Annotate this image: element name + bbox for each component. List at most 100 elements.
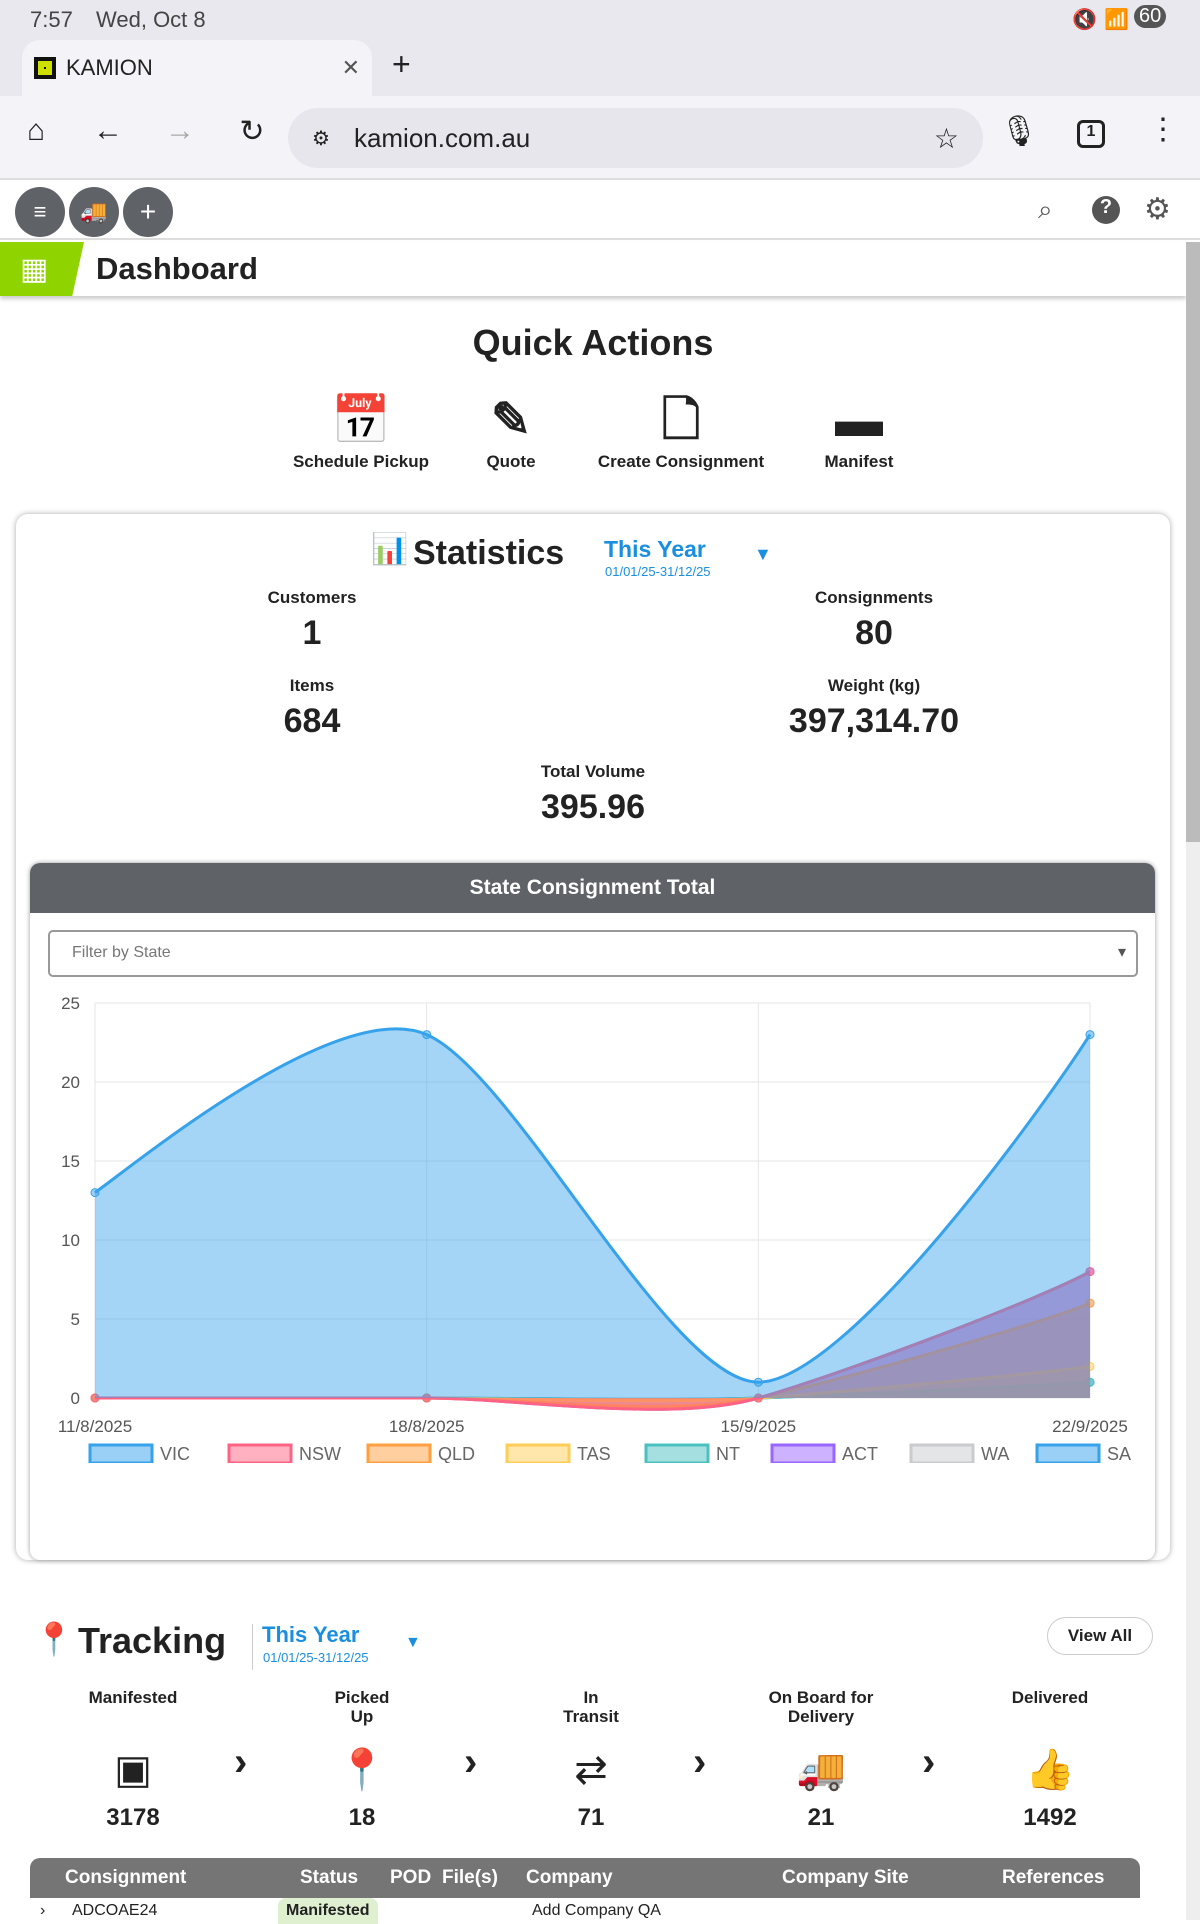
column-header[interactable]: Status xyxy=(300,1867,359,1888)
customers-label: Customers xyxy=(267,588,357,607)
add-button[interactable]: + xyxy=(123,187,173,237)
period-select[interactable]: This Year xyxy=(604,536,706,562)
microphone-icon[interactable]: 🎙 xyxy=(999,115,1039,148)
data-point xyxy=(753,1393,763,1403)
consignment-id[interactable]: ADCOAE24 xyxy=(72,1902,158,1919)
transit-icon: ⇄ xyxy=(574,1748,608,1792)
chevron-right-icon: › xyxy=(464,1740,478,1784)
data-point xyxy=(422,1030,432,1040)
data-point xyxy=(1085,1030,1095,1040)
tracking-period-select[interactable]: This Year xyxy=(262,1622,360,1647)
stage-on-board[interactable]: On Board for Delivery 🚚 21 xyxy=(731,1688,911,1832)
period-dropdown-icon[interactable]: ▼ xyxy=(754,544,772,564)
series-area-act xyxy=(95,1271,1090,1410)
reload-icon[interactable]: ↻ xyxy=(239,115,265,148)
help-icon[interactable]: ? xyxy=(1092,196,1120,224)
thumbs-up-icon: 👍 xyxy=(1025,1748,1075,1792)
dashboard-icon-block: ▦ xyxy=(0,242,84,296)
x-tick-label: 22/9/2025 xyxy=(1052,1417,1128,1436)
y-tick-label: 15 xyxy=(61,1152,80,1171)
site-settings-icon[interactable]: ⚙ xyxy=(312,127,330,150)
column-header[interactable]: Company xyxy=(526,1867,613,1888)
tracking-title: Tracking xyxy=(78,1620,227,1661)
stage-in-transit[interactable]: In Transit ⇄ 71 xyxy=(501,1688,681,1832)
series-area-vic xyxy=(95,1028,1090,1398)
menu-button[interactable]: ≡ xyxy=(15,187,65,237)
column-header[interactable]: POD xyxy=(390,1867,432,1888)
tab-title: KAMION xyxy=(66,55,153,80)
consignment-table-header: Consignment Status POD File(s) Company C… xyxy=(30,1858,1140,1898)
legend-label: VIC xyxy=(160,1444,190,1463)
view-all-button[interactable]: View All xyxy=(1047,1617,1153,1655)
address-bar[interactable]: ⚙ kamion.com.au ☆ xyxy=(288,108,983,168)
page-title: Dashboard xyxy=(96,251,258,286)
legend-label: SA xyxy=(1107,1444,1131,1463)
location-pin-icon: 📍 xyxy=(337,1748,387,1792)
y-tick-label: 25 xyxy=(61,994,80,1013)
items-value: 684 xyxy=(283,702,341,740)
stage-manifested[interactable]: Manifested ▣ 3178 xyxy=(43,1688,223,1832)
mute-icon: 🔇 xyxy=(1072,9,1097,31)
data-point xyxy=(1085,1267,1095,1277)
browser-tab[interactable]: KAMION ✕ xyxy=(22,40,372,96)
action-label: Schedule Pickup xyxy=(292,452,430,471)
data-point xyxy=(1085,1377,1095,1387)
weight-label: Weight (kg) xyxy=(827,676,921,695)
search-icon[interactable]: ⌕ xyxy=(1038,194,1053,224)
chevron-right-icon: › xyxy=(234,1740,248,1784)
column-header[interactable]: File(s) xyxy=(442,1867,498,1888)
create-consignment-action[interactable]: 🗋 Create Consignment xyxy=(586,390,776,472)
page-scrollbar[interactable] xyxy=(1186,242,1200,1920)
expand-row-icon[interactable]: › xyxy=(40,1902,46,1919)
y-tick-label: 5 xyxy=(71,1310,80,1329)
stage-picked-up[interactable]: Picked Up 📍 18 xyxy=(272,1688,452,1832)
new-tab-icon[interactable]: + xyxy=(392,46,411,82)
close-tab-icon[interactable]: ✕ xyxy=(341,55,360,80)
consignments-label: Consignments xyxy=(814,588,934,607)
y-tick-label: 0 xyxy=(71,1389,80,1408)
x-tick-label: 18/8/2025 xyxy=(389,1417,465,1436)
state-filter-select[interactable]: Filter by State ▾ xyxy=(48,930,1138,977)
stage-delivered[interactable]: Delivered 👍 1492 xyxy=(960,1688,1140,1832)
x-tick-label: 15/9/2025 xyxy=(721,1417,797,1436)
legend-swatch-tas xyxy=(505,1443,571,1463)
table-row[interactable]: › ADCOAE24 Manifested Add Company QA xyxy=(30,1898,1140,1924)
chevron-right-icon: › xyxy=(693,1740,707,1784)
truck-icon: 🚚 xyxy=(796,1748,846,1792)
volume-value: 395.96 xyxy=(541,788,645,826)
action-label: Create Consignment xyxy=(597,452,765,471)
status-bar: 7:57 Wed, Oct 8 🔇 📶 60 xyxy=(0,0,1200,40)
gear-icon[interactable]: ⚙ xyxy=(1144,193,1171,226)
bar-chart-icon: 📊 xyxy=(371,533,409,566)
status-time: 7:57 xyxy=(30,7,73,32)
bookmark-star-icon[interactable]: ☆ xyxy=(933,122,959,154)
stage-label: Picked Up xyxy=(334,1688,390,1726)
column-header[interactable]: Consignment xyxy=(65,1867,187,1888)
dashboard-grid-icon: ▦ xyxy=(20,253,49,286)
status-badge: Manifested xyxy=(278,1898,378,1924)
legend-label: ACT xyxy=(842,1444,878,1463)
column-header[interactable]: Company Site xyxy=(782,1867,909,1888)
forward-icon[interactable]: → xyxy=(165,114,195,147)
legend-label: QLD xyxy=(438,1444,475,1463)
tab-count-button[interactable]: 1 xyxy=(1077,120,1105,148)
truck-button[interactable]: 🚚 xyxy=(69,187,119,237)
manifest-action[interactable]: ▬ Manifest xyxy=(764,390,954,472)
filter-placeholder: Filter by State xyxy=(72,944,171,961)
consignments-value: 80 xyxy=(855,614,893,652)
series-line-nsw xyxy=(95,1270,1091,1411)
data-point xyxy=(90,1393,100,1403)
home-icon[interactable]: ⌂ xyxy=(26,114,46,147)
kamion-favicon xyxy=(34,57,56,79)
schedule-pickup-action[interactable]: 📅 Schedule Pickup xyxy=(266,390,456,472)
tracking-dropdown-icon[interactable]: ▼ xyxy=(405,1634,421,1651)
tab-strip: KAMION ✕ + xyxy=(0,40,1200,96)
stage-label: On Board for Delivery xyxy=(768,1688,874,1726)
statistics-title: Statistics xyxy=(413,534,565,572)
y-tick-label: 20 xyxy=(61,1073,80,1092)
legend-label: NT xyxy=(716,1444,740,1463)
back-icon[interactable]: ← xyxy=(93,114,123,147)
menu-kebab-icon[interactable]: ⋮ xyxy=(1148,113,1178,146)
column-header[interactable]: References xyxy=(1002,1867,1105,1888)
quote-action[interactable]: ✎ Quote xyxy=(416,390,606,472)
